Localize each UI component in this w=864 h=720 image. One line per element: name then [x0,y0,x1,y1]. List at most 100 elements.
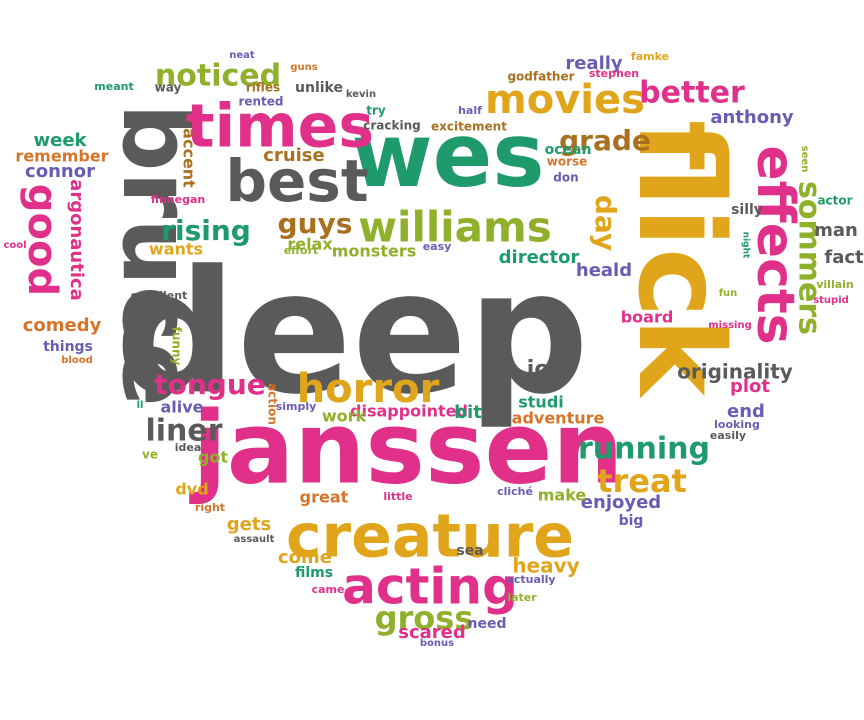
cloud-word-came: came [312,583,345,596]
cloud-word-plot: plot [730,376,770,397]
cloud-word-acting: acting [342,558,518,616]
cloud-word-little: little [383,490,412,503]
cloud-word-good: good [19,184,65,296]
cloud-word-bit: bit [454,402,482,423]
cloud-word-easy: easy [423,240,452,253]
cloud-word-finnegan: finnegan [151,193,205,206]
cloud-word-better: better [639,76,745,111]
cloud-word-clich-: cliché [497,485,533,498]
cloud-word-treat: treat [597,462,687,500]
cloud-word-big: big [619,513,644,529]
cloud-word-bruce: bruce [101,103,211,406]
cloud-word-tongue: tongue [154,368,266,401]
cloud-word-ve: ve [142,448,158,462]
cloud-word-action: action [266,383,280,425]
cloud-word-relax: relax [287,235,333,254]
cloud-word-cruise: cruise [263,145,324,166]
cloud-word-unlike: unlike [295,80,343,96]
cloud-word-try: try [366,104,386,118]
cloud-word-half: half [458,104,482,117]
cloud-word-actually: actually [506,573,555,586]
cloud-word-cool: cool [3,240,26,251]
cloud-word-remember: remember [15,147,108,166]
cloud-word-creature: creature [286,502,574,572]
cloud-word-wes: wes [351,104,544,207]
cloud-word-funny: funny [170,327,184,366]
cloud-word-need: need [468,616,507,632]
cloud-word-man: man [814,220,858,241]
cloud-word-guns: guns [290,62,317,73]
cloud-word-meant: meant [94,80,133,93]
cloud-word-movies: movies [485,77,645,123]
cloud-word-fun: fun [719,288,738,299]
cloud-word-assault: assault [234,534,275,545]
cloud-word-connor: connor [25,161,95,182]
cloud-word-scared: scared [398,622,466,643]
cloud-word-seen: seen [799,146,810,173]
cloud-word-simply: simply [276,400,317,413]
cloud-word-kevin: kevin [346,89,376,100]
cloud-word-enjoyed: enjoyed [581,492,661,513]
cloud-word-right: right [195,501,225,514]
cloud-word-godfather: godfather [507,70,574,84]
cloud-word-excellent: excellent [131,289,188,302]
cloud-word-day: day [589,195,622,251]
cloud-word-williams: williams [358,203,552,252]
cloud-word-board: board [621,308,674,327]
cloud-word-idea: idea [175,441,202,454]
cloud-word-neat: neat [229,50,255,61]
cloud-word-guys: guys [278,207,353,240]
cloud-word-heavy: heavy [512,554,579,578]
cloud-word-accent: accent [180,128,199,188]
cloud-word-later: later [507,591,537,604]
cloud-word-things: things [43,339,93,355]
cloud-word-gets: gets [227,514,271,535]
cloud-word-janssen: janssen [188,389,623,506]
cloud-word-heald: heald [576,260,632,281]
cloud-word-disappointed: disappointed [350,402,468,421]
cloud-word-flick: flick [612,120,750,399]
cloud-word-alive: alive [160,398,203,417]
cloud-word-come: come [278,547,332,568]
cloud-word-running: running [578,432,710,467]
cloud-word-easily: easily [710,429,746,442]
cloud-word-best: best [225,147,368,215]
cloud-word-adventure: adventure [512,409,605,428]
cloud-word-liner: liner [145,414,222,449]
cloud-word-effort: effort [284,244,319,257]
cloud-word-job: job [526,357,565,382]
cloud-word-blood: blood [61,355,92,366]
cloud-word-ocean: ocean [545,142,592,158]
cloud-word-deep: deep [115,234,589,432]
cloud-word-comedy: comedy [23,315,102,336]
cloud-word-horror: horror [297,366,440,412]
cloud-word-studi: studi [518,393,564,412]
cloud-word-effects: effects [745,145,805,344]
cloud-word-fact: fact [824,247,864,268]
cloud-word-anthony: anthony [710,107,794,128]
cloud-word-work: work [322,407,367,426]
cloud-word-sommers: sommers [792,181,827,335]
cloud-word-way: way [155,81,182,95]
cloud-word-rented: rented [238,95,283,109]
cloud-word-dvd: dvd [175,480,208,499]
cloud-word-week: week [33,130,87,151]
cloud-word-gross: gross [375,599,474,637]
cloud-word-films: films [295,565,333,581]
cloud-word-cracking: cracking [363,119,420,133]
cloud-word-noticed: noticed [155,59,281,94]
cloud-word-silly: silly [731,202,763,218]
cloud-word-grade: grade [559,124,651,157]
cloud-word-really: really [565,53,623,74]
cloud-word-originality: originality [677,360,793,384]
cloud-word-end: end [727,401,765,422]
cloud-word-sea: sea [456,543,483,559]
cloud-word-director: director [499,247,580,268]
cloud-word-argonautica: argonautica [66,179,87,301]
cloud-word-worse: worse [547,155,588,169]
cloud-word-make: make [538,486,587,505]
cloud-word-villain: villain [816,278,854,291]
cloud-word-ll: ll [137,400,144,411]
cloud-word-got: got [198,448,228,467]
